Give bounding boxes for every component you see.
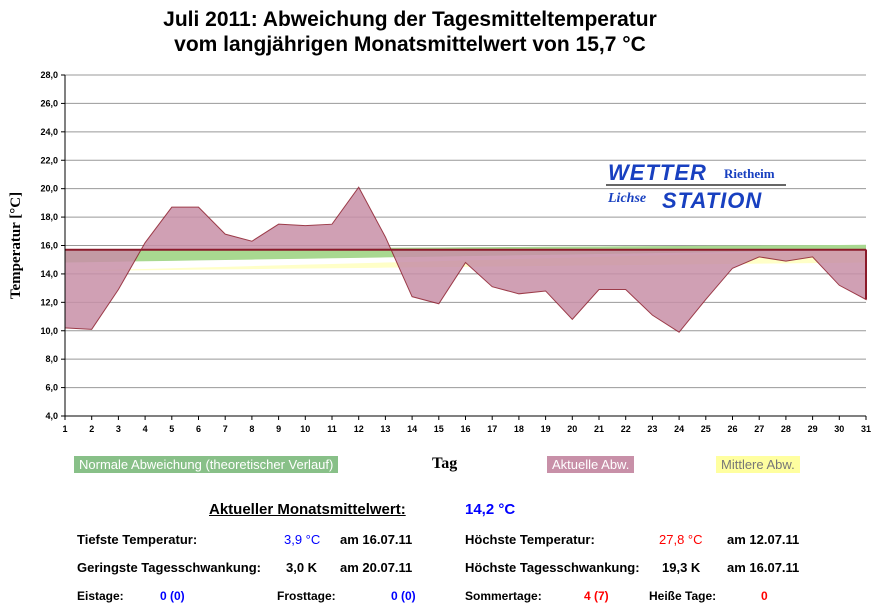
legend-mean: Mittlere Abw. xyxy=(716,456,800,473)
x-axis-label: Tag xyxy=(432,455,458,472)
maxrange-date: am 16.07.11 xyxy=(727,560,800,575)
y-tick-label: 8,0 xyxy=(45,354,58,364)
max-date: am 12.07.11 xyxy=(727,532,800,547)
maxrange-value: 19,3 K xyxy=(662,560,701,575)
x-tick-label: 19 xyxy=(541,424,551,434)
x-tick-label: 9 xyxy=(276,424,281,434)
x-tick-label: 4 xyxy=(143,424,148,434)
max-label: Höchste Temperatur: xyxy=(465,532,595,547)
actual-deviation-area xyxy=(64,186,867,333)
chart-title: Juli 2011: Abweichung der Tagesmitteltem… xyxy=(163,8,657,31)
x-tick-label: 2 xyxy=(89,424,94,434)
mean-value: 14,2 °C xyxy=(465,501,516,518)
y-tick-label: 28,0 xyxy=(40,70,58,80)
max-value: 27,8 °C xyxy=(659,532,703,547)
legend-normal: Normale Abweichung (theoretischer Verlau… xyxy=(74,456,339,473)
x-tick-label: 3 xyxy=(116,424,121,434)
x-tick-label: 8 xyxy=(249,424,254,434)
x-tick-label: 26 xyxy=(727,424,737,434)
heiss-value: 0 xyxy=(761,589,768,603)
x-tick-label: 18 xyxy=(514,424,524,434)
y-tick-label: 20,0 xyxy=(40,184,58,194)
x-tick-label: 11 xyxy=(327,424,337,434)
minrange-value: 3,0 K xyxy=(286,560,318,575)
x-tick-label: 20 xyxy=(567,424,577,434)
sommer-value: 4 (7) xyxy=(584,589,609,603)
minrange-date: am 20.07.11 xyxy=(340,560,413,575)
sommer-label: Sommertage: xyxy=(465,589,542,603)
x-tick-label: 16 xyxy=(460,424,470,434)
y-tick-label: 10,0 xyxy=(40,326,58,336)
x-tick-label: 31 xyxy=(861,424,871,434)
eis-value: 0 (0) xyxy=(160,589,185,603)
y-tick-label: 4,0 xyxy=(45,411,58,421)
y-tick-label: 22,0 xyxy=(40,155,58,165)
chart: 4,0 6,0 8,0 10,0 12,0 14,0 16,0 18,0 20,0 22,0 24,… xyxy=(8,70,871,434)
y-tick-label: 24,0 xyxy=(40,127,58,137)
frost-label: Frosttage: xyxy=(277,589,336,603)
x-tick-label: 29 xyxy=(808,424,818,434)
y-tick-label: 18,0 xyxy=(40,212,58,222)
frost-value: 0 (0) xyxy=(391,589,416,603)
x-tick-label: 30 xyxy=(834,424,844,434)
y-tick-label: 14,0 xyxy=(40,269,58,279)
x-tick-label: 5 xyxy=(169,424,174,434)
minrange-label: Geringste Tagesschwankung: xyxy=(77,560,261,575)
x-tick-label: 24 xyxy=(674,424,684,434)
x-tick-label: 6 xyxy=(196,424,201,434)
chart-subtitle: vom langjährigen Monatsmittelwert von 15… xyxy=(174,33,646,56)
x-tick-label: 13 xyxy=(380,424,390,434)
x-tick-label: 23 xyxy=(647,424,657,434)
legend-actual: Aktuelle Abw. xyxy=(547,456,635,473)
x-tick-label: 25 xyxy=(701,424,711,434)
x-tick-label: 7 xyxy=(223,424,228,434)
min-label: Tiefste Temperatur: xyxy=(77,532,198,547)
maxrange-label: Höchste Tagesschwankung: xyxy=(465,560,640,575)
x-tick-label: 1 xyxy=(62,424,67,434)
mean-label: Aktueller Monatsmittelwert: xyxy=(209,501,406,518)
eis-label: Eistage: xyxy=(77,589,124,603)
x-tick-label: 28 xyxy=(781,424,791,434)
y-axis-label: Temperatur [°C] xyxy=(8,192,24,299)
wetterstation-logo: WETTER Rietheim Lichse STATION xyxy=(606,160,786,216)
x-tick-label: 10 xyxy=(300,424,310,434)
y-tick-label: 26,0 xyxy=(40,98,58,108)
x-tick-label: 21 xyxy=(594,424,604,434)
y-tick-label: 6,0 xyxy=(45,383,58,393)
x-tick-label: 22 xyxy=(621,424,631,434)
y-tick-label: 16,0 xyxy=(40,241,58,251)
x-tick-label: 15 xyxy=(434,424,444,434)
x-tick-label: 12 xyxy=(354,424,364,434)
x-tick-label: 17 xyxy=(487,424,497,434)
x-tick-label: 14 xyxy=(407,424,417,434)
y-tick-label: 12,0 xyxy=(40,297,58,307)
x-tick-label: 27 xyxy=(754,424,764,434)
min-value: 3,9 °C xyxy=(284,532,321,547)
min-date: am 16.07.11 xyxy=(340,532,413,547)
heiss-label: Heiße Tage: xyxy=(649,589,717,603)
